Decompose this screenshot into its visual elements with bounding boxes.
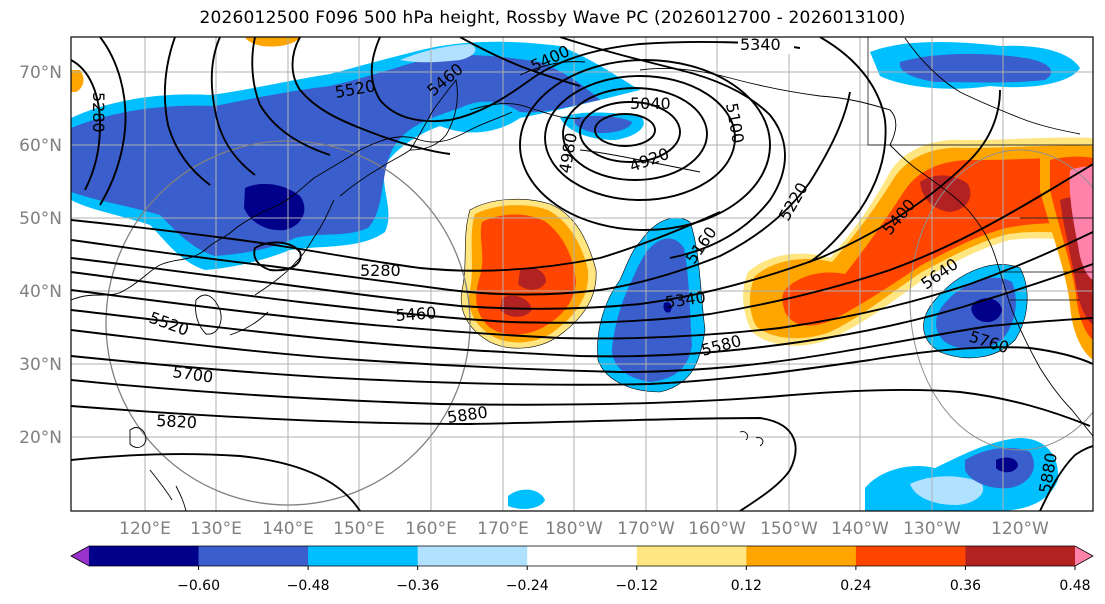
lon-label: 180°W: [545, 519, 603, 539]
height-contours: [71, 37, 1093, 511]
lon-label: 140°W: [831, 519, 889, 539]
pos-strong-fill: [920, 175, 971, 212]
contour-label: 5820: [156, 411, 198, 432]
colorbar-tick-label: 0.12: [731, 578, 762, 594]
lon-label: 160°W: [688, 519, 746, 539]
neg-mid-fill: [612, 238, 692, 382]
lon-label: 170°E: [477, 519, 529, 539]
latitude-labels: 70°N 60°N 50°N 40°N 30°N 20°N: [19, 63, 62, 448]
colorbar-tick-label: −0.36: [396, 578, 439, 594]
contour-label: 5280: [360, 261, 401, 280]
neg-faint-edge: [400, 44, 476, 63]
neg-mid-fill: [71, 55, 600, 257]
neg-weak-small: [508, 489, 545, 509]
colorbar-tick-label: −0.60: [177, 578, 220, 594]
lon-label: 130°W: [903, 519, 961, 539]
colorbar-extend-max: [1075, 546, 1093, 566]
colorbar-swatch: [308, 546, 419, 566]
lon-label: 120°W: [991, 519, 1049, 539]
alaska-coast: [639, 68, 996, 257]
neg-strong-fill: [971, 298, 1002, 323]
lon-label: 120°E: [119, 519, 171, 539]
colorbar-tick-label: 0.24: [840, 578, 871, 594]
colorbar-swatch: [636, 546, 747, 566]
lat-label: 30°N: [19, 355, 62, 375]
colorbar-tick-label: −0.24: [506, 578, 549, 594]
colorbar-swatch: [746, 546, 857, 566]
reference-circle: [105, 140, 471, 506]
colorbar-tick-label: 0.48: [1059, 578, 1090, 594]
lon-label: 160°E: [405, 519, 457, 539]
colorbar-swatch: [855, 546, 966, 566]
longitude-labels: 120°E 130°E 140°E 150°E 160°E 170°E 180°…: [119, 519, 1049, 539]
colorbar-tick-label: −0.48: [287, 578, 330, 594]
pos-strong-fill-2: [500, 295, 532, 317]
lon-label: 150°E: [333, 519, 385, 539]
contour-label: 5280: [89, 92, 108, 133]
anomaly-outlines: [460, 198, 1028, 393]
hawaii-islands: [739, 431, 764, 447]
hudson-outline: [904, 37, 1081, 135]
pos-weak-small-nw: [71, 70, 84, 92]
lat-label: 60°N: [19, 136, 62, 156]
asia-coast: [71, 111, 513, 301]
map-frame: [70, 36, 1094, 512]
colorbar-outline: [70, 545, 1094, 567]
colorbar-tick-label: −0.12: [615, 578, 658, 594]
pos-weak-small-n: [245, 37, 300, 47]
colorbar-extend-min: [71, 546, 89, 566]
colorbar-swatch: [89, 546, 200, 566]
kamchatka-coast: [409, 78, 458, 151]
negative-anomaly-north-canada: [560, 42, 1080, 140]
neg-strong-fill: [996, 457, 1018, 473]
lat-label: 20°N: [19, 428, 62, 448]
kuril-islands: [339, 149, 411, 197]
map-plot-area: 5340 5400 5520 5460 5280 5040 4920 4980 …: [71, 35, 1093, 511]
colorbar-tick-label: 0.36: [950, 578, 981, 594]
neg-mid-small: [574, 115, 632, 134]
taiwan-coast: [129, 427, 147, 448]
lat-label: 50°N: [19, 209, 62, 229]
lat-label: 70°N: [19, 63, 62, 83]
lat-label: 40°N: [19, 282, 62, 302]
lon-label: 150°W: [760, 519, 818, 539]
colorbar-swatch: [198, 546, 309, 566]
contour-label: 5040: [630, 94, 671, 113]
neg-faint-fill: [910, 476, 984, 505]
colorbar-swatch: [417, 546, 528, 566]
colorbar-swatch: [527, 546, 638, 566]
contour-label: 5460: [395, 303, 437, 325]
pos-strong-fill: [518, 267, 546, 290]
colorbar: −0.60 −0.48 −0.36 −0.24 −0.12 0.12 0.24 0.36 0.4…: [70, 545, 1094, 594]
negative-anomaly-subtropical-east: [508, 438, 1059, 511]
lon-label: 130°E: [190, 519, 242, 539]
neg-strong-dot: [663, 302, 672, 313]
lon-label: 140°E: [262, 519, 314, 539]
chart-title: 2026012500 F096 500 hPa height, Rossby W…: [199, 8, 906, 28]
philippines-coast: [149, 469, 187, 511]
pos-max-east: [1069, 166, 1093, 280]
negative-anomaly-central-pacific: [597, 217, 705, 392]
colorbar-swatch: [965, 546, 1076, 566]
contour-label: 5340: [740, 35, 781, 54]
reference-ellipse-east: [909, 149, 1093, 451]
lon-label: 170°W: [617, 519, 675, 539]
